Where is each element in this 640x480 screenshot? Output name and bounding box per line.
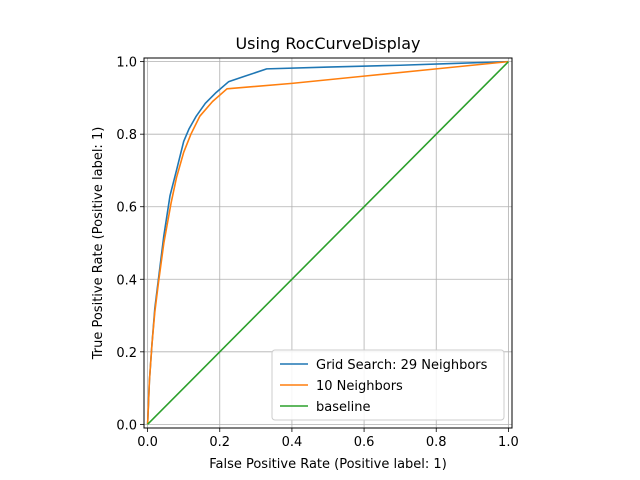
x-tick-label: 0.6 <box>354 435 375 450</box>
y-tick-label: 1.0 <box>116 56 137 71</box>
x-tick-label: 0.2 <box>209 435 230 450</box>
x-tick-label: 0.4 <box>282 435 303 450</box>
y-tick-label: 0.8 <box>116 128 137 143</box>
legend-label: baseline <box>316 400 370 415</box>
legend-label: Grid Search: 29 Neighbors <box>316 358 488 373</box>
y-tick-label: 0.0 <box>116 418 137 433</box>
chart-title: Using RocCurveDisplay <box>235 34 420 53</box>
x-tick-label: 1.0 <box>498 435 519 450</box>
grid-lines <box>144 58 512 428</box>
y-tick-label: 0.4 <box>116 273 137 288</box>
x-tick-label: 0.0 <box>137 435 158 450</box>
y-axis-ticks: 0.0 0.2 0.4 0.6 0.8 1.0 <box>116 56 144 433</box>
y-axis-label: True Positive Rate (Positive label: 1) <box>91 127 106 361</box>
x-axis-ticks: 0.0 0.2 0.4 0.6 0.8 1.0 <box>137 428 519 450</box>
series-line-baseline <box>147 61 509 425</box>
legend: Grid Search: 29 Neighbors 10 Neighbors bas… <box>271 349 505 421</box>
x-tick-label: 0.8 <box>426 435 447 450</box>
y-tick-label: 0.6 <box>116 201 137 216</box>
plot-frame <box>143 57 513 429</box>
legend-label: 10 Neighbors <box>316 379 403 394</box>
plot-lines <box>146 60 509 425</box>
y-tick-label: 0.2 <box>116 346 137 361</box>
legend-box <box>271 349 505 421</box>
x-axis-label: False Positive Rate (Positive label: 1) <box>209 457 447 472</box>
series-line-10-neighbors <box>146 60 509 425</box>
